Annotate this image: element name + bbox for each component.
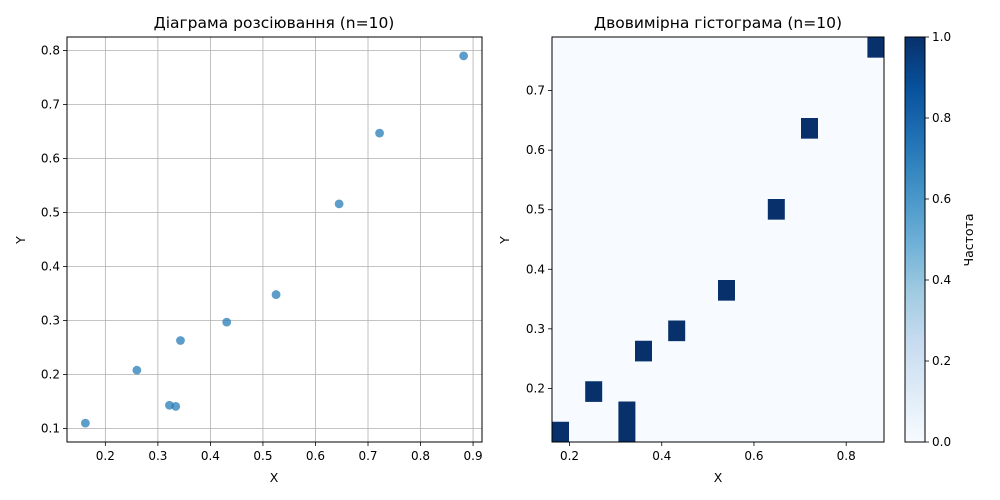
histogram-bin bbox=[635, 340, 652, 362]
scatter-y-tick-label: 0.3 bbox=[41, 314, 60, 328]
histogram-bin bbox=[767, 199, 785, 220]
histogram-x-tick-label: 0.4 bbox=[652, 449, 671, 463]
scatter-y-tick-label: 0.7 bbox=[41, 98, 60, 112]
colorbar-tick-label: 0.6 bbox=[932, 192, 951, 206]
histogram-x-tick-label: 0.8 bbox=[837, 449, 856, 463]
scatter-point bbox=[375, 128, 384, 138]
histogram-x-tick-label: 0.2 bbox=[560, 449, 579, 463]
histogram-bin bbox=[585, 381, 603, 402]
histogram-bin bbox=[552, 421, 569, 443]
histogram-bin bbox=[618, 421, 636, 443]
scatter-x-tick-label: 0.3 bbox=[148, 449, 167, 463]
histogram-y-tick-label: 0.3 bbox=[526, 322, 545, 336]
scatter-plot-frame bbox=[66, 36, 483, 443]
scatter-y-tick-label: 0.4 bbox=[41, 260, 60, 274]
histogram-bin bbox=[867, 37, 885, 58]
histogram-x-tick-label: 0.6 bbox=[744, 449, 763, 463]
histogram-chart: Двовимірна гістограма (n=10) 0.2 0.4 0.6 0.… bbox=[497, 14, 885, 485]
scatter-y-label: Y bbox=[13, 236, 28, 245]
scatter-point bbox=[222, 317, 232, 327]
scatter-point bbox=[132, 365, 142, 375]
scatter-points bbox=[80, 51, 469, 428]
colorbar-ticks: 0.0 0.2 0.4 0.6 0.8 1.0 bbox=[925, 30, 951, 449]
scatter-point bbox=[80, 418, 90, 428]
histogram-y-tick-label: 0.7 bbox=[526, 84, 545, 98]
scatter-x-tick-label: 0.6 bbox=[306, 449, 325, 463]
histogram-plot-frame bbox=[551, 36, 885, 443]
scatter-x-tick-label: 0.2 bbox=[96, 449, 115, 463]
scatter-point bbox=[459, 51, 469, 61]
colorbar-tick-label: 0.0 bbox=[932, 435, 951, 449]
colorbar-gradient bbox=[904, 36, 926, 443]
scatter-point bbox=[271, 290, 281, 299]
histogram-y-ticks: 0.2 0.3 0.4 0.5 0.6 0.7 bbox=[526, 84, 552, 395]
scatter-x-label: X bbox=[270, 470, 279, 485]
histogram-y-tick-label: 0.5 bbox=[526, 203, 545, 217]
histogram-bin bbox=[718, 280, 735, 301]
scatter-y-tick-label: 0.5 bbox=[41, 206, 60, 220]
colorbar: 0.0 0.2 0.4 0.6 0.8 1.0 Частота bbox=[904, 30, 976, 449]
colorbar-tick-label: 0.8 bbox=[932, 111, 951, 125]
histogram-title: Двовимірна гістограма (n=10) bbox=[594, 14, 842, 32]
scatter-x-tick-label: 0.9 bbox=[464, 449, 483, 463]
histogram-y-tick-label: 0.6 bbox=[526, 143, 545, 157]
scatter-y-tick-label: 0.2 bbox=[41, 368, 60, 382]
histogram-x-ticks: 0.2 0.4 0.6 0.8 bbox=[560, 442, 856, 463]
scatter-x-tick-label: 0.4 bbox=[201, 449, 220, 463]
colorbar-tick-label: 1.0 bbox=[932, 30, 951, 44]
scatter-y-ticks: 0.1 0.2 0.3 0.4 0.5 0.6 0.7 0.8 bbox=[41, 44, 67, 436]
scatter-y-tick-label: 0.6 bbox=[41, 152, 60, 166]
histogram-background bbox=[552, 37, 884, 442]
histogram-y-tick-label: 0.4 bbox=[526, 262, 545, 276]
scatter-chart: Діаграма розсіювання (n=10) 0.2 0.3 0.4 0.5… bbox=[13, 14, 483, 485]
histogram-bin bbox=[618, 401, 636, 423]
histogram-cells bbox=[552, 37, 885, 443]
colorbar-tick-label: 0.4 bbox=[932, 273, 951, 287]
scatter-point bbox=[334, 199, 344, 209]
histogram-y-label: Y bbox=[497, 236, 512, 245]
scatter-x-tick-label: 0.8 bbox=[411, 449, 430, 463]
histogram-y-tick-label: 0.2 bbox=[526, 381, 545, 395]
histogram-bin bbox=[801, 118, 818, 139]
scatter-x-tick-label: 0.7 bbox=[358, 449, 377, 463]
scatter-title: Діаграма розсіювання (n=10) bbox=[154, 14, 395, 32]
scatter-x-tick-label: 0.5 bbox=[253, 449, 272, 463]
colorbar-label: Частота bbox=[961, 214, 976, 267]
histogram-bin bbox=[668, 320, 686, 342]
scatter-grid bbox=[67, 37, 482, 442]
scatter-point bbox=[176, 336, 185, 345]
scatter-x-ticks: 0.2 0.3 0.4 0.5 0.6 0.7 0.8 0.9 bbox=[96, 442, 483, 463]
scatter-y-tick-label: 0.1 bbox=[41, 422, 60, 436]
scatter-y-tick-label: 0.8 bbox=[41, 44, 60, 58]
colorbar-tick-label: 0.2 bbox=[932, 354, 951, 368]
scatter-point bbox=[171, 401, 181, 411]
histogram-x-label: X bbox=[714, 470, 723, 485]
